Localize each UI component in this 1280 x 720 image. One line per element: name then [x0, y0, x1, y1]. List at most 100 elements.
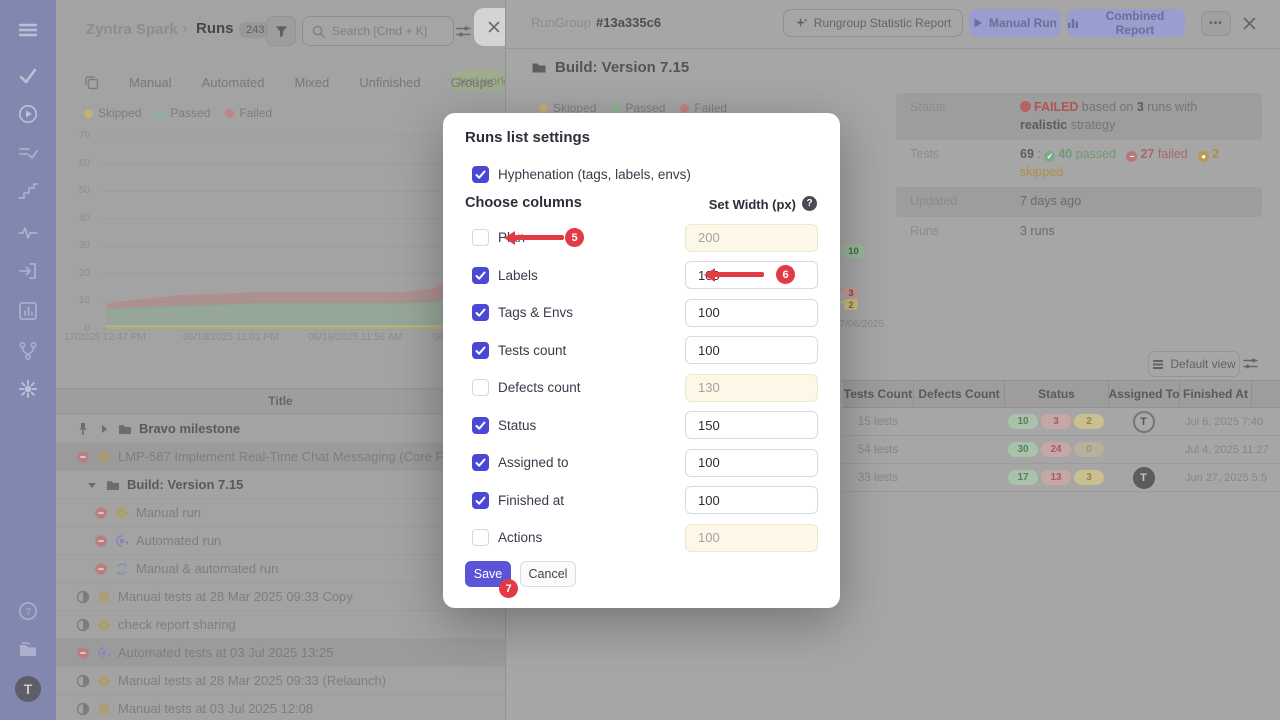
cancel-button[interactable]: Cancel [520, 561, 576, 587]
list-settings-icon[interactable] [455, 23, 472, 40]
column-header-clipped[interactable] [1251, 381, 1280, 407]
check-icon[interactable] [17, 65, 39, 87]
more-actions-button[interactable]: ••• [1201, 11, 1231, 36]
width-input-plan[interactable] [685, 223, 818, 252]
run-row[interactable]: Manual run [56, 499, 505, 527]
steps-icon[interactable] [17, 180, 39, 202]
breadcrumb-project[interactable]: Zyntra Spark [86, 21, 178, 38]
info-row-status: Status FAILED based on 3 runs with reali… [896, 93, 1262, 140]
tab-unfinished[interactable]: Unfinished [359, 74, 421, 90]
width-input-status[interactable] [685, 411, 818, 439]
width-input-defects-count[interactable] [685, 373, 818, 402]
column-row-finished-at: Finished at [472, 482, 818, 519]
column-checkbox-defects-count[interactable] [472, 379, 489, 396]
column-checkbox-plan[interactable] [472, 229, 489, 246]
tab-groups[interactable]: Groups [450, 74, 494, 90]
filter-button[interactable] [266, 16, 296, 46]
width-input-actions[interactable] [685, 523, 818, 552]
hyphenation-label: Hyphenation (tags, labels, envs) [498, 167, 691, 182]
bar-chart-icon [1067, 19, 1078, 28]
run-row[interactable]: Manual & automated run [56, 555, 505, 583]
report-icon[interactable] [17, 300, 39, 322]
projects-folder-icon[interactable] [17, 638, 39, 660]
menu-icon[interactable] [17, 19, 39, 41]
tab-automated[interactable]: Automated [201, 74, 265, 90]
activity-icon[interactable] [17, 222, 39, 244]
tests-count-cell: 15 tests [857, 415, 899, 428]
tab-chip-test-work[interactable]: test work [452, 70, 505, 92]
manual-icon [97, 618, 111, 631]
caret-right-icon[interactable] [97, 422, 111, 436]
tab-mixed[interactable]: Mixed [294, 74, 330, 90]
copy-icon[interactable] [84, 75, 99, 90]
hyphenation-checkbox[interactable] [472, 166, 489, 183]
sidebar: ? T [0, 0, 56, 720]
default-view-button[interactable]: Default view [1148, 351, 1240, 377]
width-input-tags-envs[interactable] [685, 298, 818, 327]
set-width-label: Set Width (px) [708, 197, 796, 212]
column-header-assigned-to[interactable]: Assigned To [1108, 381, 1179, 407]
column-row-status: Status [472, 407, 818, 444]
width-input-finished-at[interactable] [685, 486, 818, 514]
column-header-tests-count[interactable]: Tests Count [843, 387, 913, 401]
combined-report-button[interactable]: Combined Report [1067, 9, 1185, 37]
help-icon[interactable]: ? [17, 600, 39, 622]
runs-list-title-header: Title [56, 388, 505, 414]
table-row[interactable]: 33 tests 17 13 3 T Jun 27, 2025 5:5 [843, 464, 1280, 492]
column-header-finished-at[interactable]: Finished At [1179, 381, 1251, 407]
column-header-defects-count[interactable]: Defects Count [913, 381, 1004, 407]
run-row[interactable]: Bravo milestone [56, 415, 505, 443]
run-row[interactable]: Automated run [56, 527, 505, 555]
column-checkbox-status[interactable] [472, 416, 489, 434]
rungroup-statistic-report-button[interactable]: Rungroup Statistic Report [783, 9, 963, 37]
manual-run-button[interactable]: Manual Run [969, 9, 1061, 37]
failed-minus-icon: − [1126, 151, 1138, 162]
column-checkbox-actions[interactable] [472, 529, 489, 546]
column-row-assigned-to: Assigned to [472, 444, 818, 481]
search-icon [312, 25, 325, 38]
panel-close-icon[interactable] [1242, 16, 1257, 31]
play-circle-icon[interactable] [17, 103, 39, 125]
tab-manual[interactable]: Manual [129, 74, 172, 90]
column-checkbox-tests-count[interactable] [472, 341, 489, 359]
width-help-icon[interactable]: ? [802, 196, 817, 211]
skipped-dot [539, 103, 548, 113]
list-check-icon[interactable] [17, 142, 39, 164]
user-avatar[interactable]: T [15, 676, 41, 702]
failed-dot [225, 108, 235, 118]
minus-circle-icon [77, 646, 89, 659]
runs-list: Bravo milestone LMP-587 Implement Real-Ti… [56, 415, 505, 720]
branch-icon[interactable] [17, 340, 39, 362]
run-row[interactable]: Automated tests at 03 Jul 2025 13:25 [56, 639, 505, 667]
run-row[interactable]: Manual tests at 28 Mar 2025 09:33 Copy [56, 583, 505, 611]
hyphenation-row: Hyphenation (tags, labels, envs) [472, 166, 691, 183]
column-header-status[interactable]: Status [1004, 381, 1108, 407]
width-input-tests-count[interactable] [685, 336, 818, 364]
run-row[interactable]: LMP-587 Implement Real-Time Chat Messagi… [56, 443, 505, 471]
column-checkbox-assigned-to[interactable] [472, 454, 489, 471]
table-row[interactable]: 15 tests 10 3 2 T Jul 6, 2025 7:40 [843, 408, 1280, 436]
table-settings-icon[interactable] [1242, 355, 1259, 372]
caret-down-icon[interactable] [85, 478, 99, 492]
x-tick: 17/2025 12:47 PM [64, 332, 146, 343]
chart-end-skipped: 2 [844, 299, 858, 310]
column-label: Labels [498, 267, 538, 283]
width-input-assigned-to[interactable] [685, 448, 818, 477]
chart-legend-right: Skipped Passed Failed [539, 101, 727, 115]
table-row[interactable]: 54 tests 30 24 0 Jul 4, 2025 11:27 [843, 436, 1280, 464]
column-checkbox-tags-envs[interactable] [472, 304, 489, 321]
run-row[interactable]: Manual tests at 03 Jul 2025 12:08 [56, 695, 505, 720]
finished-at-cell: Jul 4, 2025 11:27 [1185, 443, 1269, 456]
annotation-arrow-plan [504, 231, 515, 245]
column-checkbox-labels[interactable] [472, 266, 489, 284]
run-row[interactable]: check report sharing [56, 611, 505, 639]
run-row[interactable]: Build: Version 7.15 [56, 471, 505, 499]
search-input[interactable] [332, 24, 442, 38]
y-tick: 30 [78, 240, 90, 252]
settings-gear-icon[interactable] [17, 378, 39, 400]
play-icon [974, 18, 982, 28]
column-checkbox-finished-at[interactable] [472, 491, 489, 509]
import-icon[interactable] [17, 260, 39, 282]
run-row[interactable]: Manual tests at 28 Mar 2025 09:33 (Relau… [56, 667, 505, 695]
search-box[interactable] [302, 16, 454, 46]
